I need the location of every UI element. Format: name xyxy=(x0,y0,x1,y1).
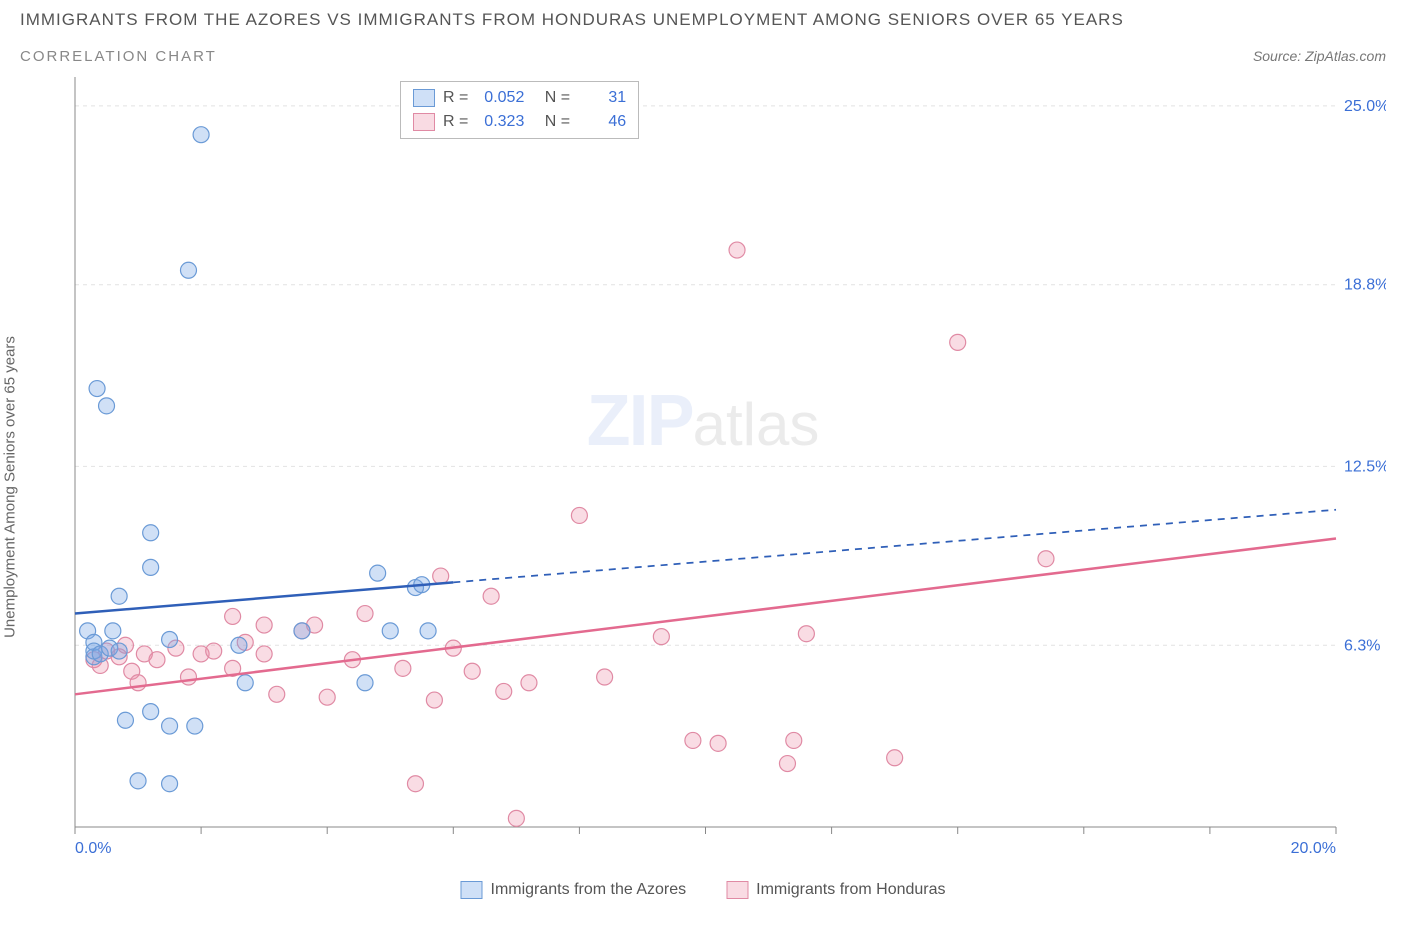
stats-row-b: R = 0.323 N = 46 xyxy=(413,110,626,134)
r-value-b: 0.323 xyxy=(476,110,524,134)
chart-subtitle: CORRELATION CHART xyxy=(20,48,217,65)
svg-text:18.8%: 18.8% xyxy=(1344,277,1386,294)
r-value-a: 0.052 xyxy=(476,86,524,110)
svg-text:12.5%: 12.5% xyxy=(1344,458,1386,475)
y-axis-label: Unemployment Among Seniors over 65 years xyxy=(2,336,19,638)
source-prefix: Source: xyxy=(1253,48,1301,64)
legend-item-azores: Immigrants from the Azores xyxy=(460,881,686,899)
stats-row-a: R = 0.052 N = 31 xyxy=(413,86,626,110)
legend-label-b: Immigrants from Honduras xyxy=(756,881,945,899)
source-name: ZipAtlas.com xyxy=(1305,48,1386,64)
swatch-azores xyxy=(460,881,482,899)
legend-item-honduras: Immigrants from Honduras xyxy=(726,881,945,899)
scatter-chart: 6.3% 12.5% 18.8% 25.0% 0.0% 20.0% xyxy=(20,77,1386,867)
subtitle-row: CORRELATION CHART Source: ZipAtlas.com xyxy=(20,48,1386,65)
svg-text:20.0%: 20.0% xyxy=(1291,840,1336,857)
chart-container: Unemployment Among Seniors over 65 years… xyxy=(20,77,1386,897)
swatch-honduras xyxy=(413,113,435,131)
r-label: R = xyxy=(443,110,468,134)
r-label: R = xyxy=(443,86,468,110)
svg-text:25.0%: 25.0% xyxy=(1344,98,1386,115)
svg-text:0.0%: 0.0% xyxy=(75,840,111,857)
swatch-azores xyxy=(413,89,435,107)
svg-text:6.3%: 6.3% xyxy=(1344,637,1380,654)
n-label: N = xyxy=(545,86,570,110)
source-label: Source: ZipAtlas.com xyxy=(1253,48,1386,64)
series-legend: Immigrants from the Azores Immigrants fr… xyxy=(460,881,945,899)
stats-legend: R = 0.052 N = 31 R = 0.323 N = 46 xyxy=(400,81,639,139)
legend-label-a: Immigrants from the Azores xyxy=(490,881,686,899)
n-label: N = xyxy=(545,110,570,134)
swatch-honduras xyxy=(726,881,748,899)
n-value-a: 31 xyxy=(578,86,626,110)
n-value-b: 46 xyxy=(578,110,626,134)
chart-title: IMMIGRANTS FROM THE AZORES VS IMMIGRANTS… xyxy=(20,10,1386,30)
